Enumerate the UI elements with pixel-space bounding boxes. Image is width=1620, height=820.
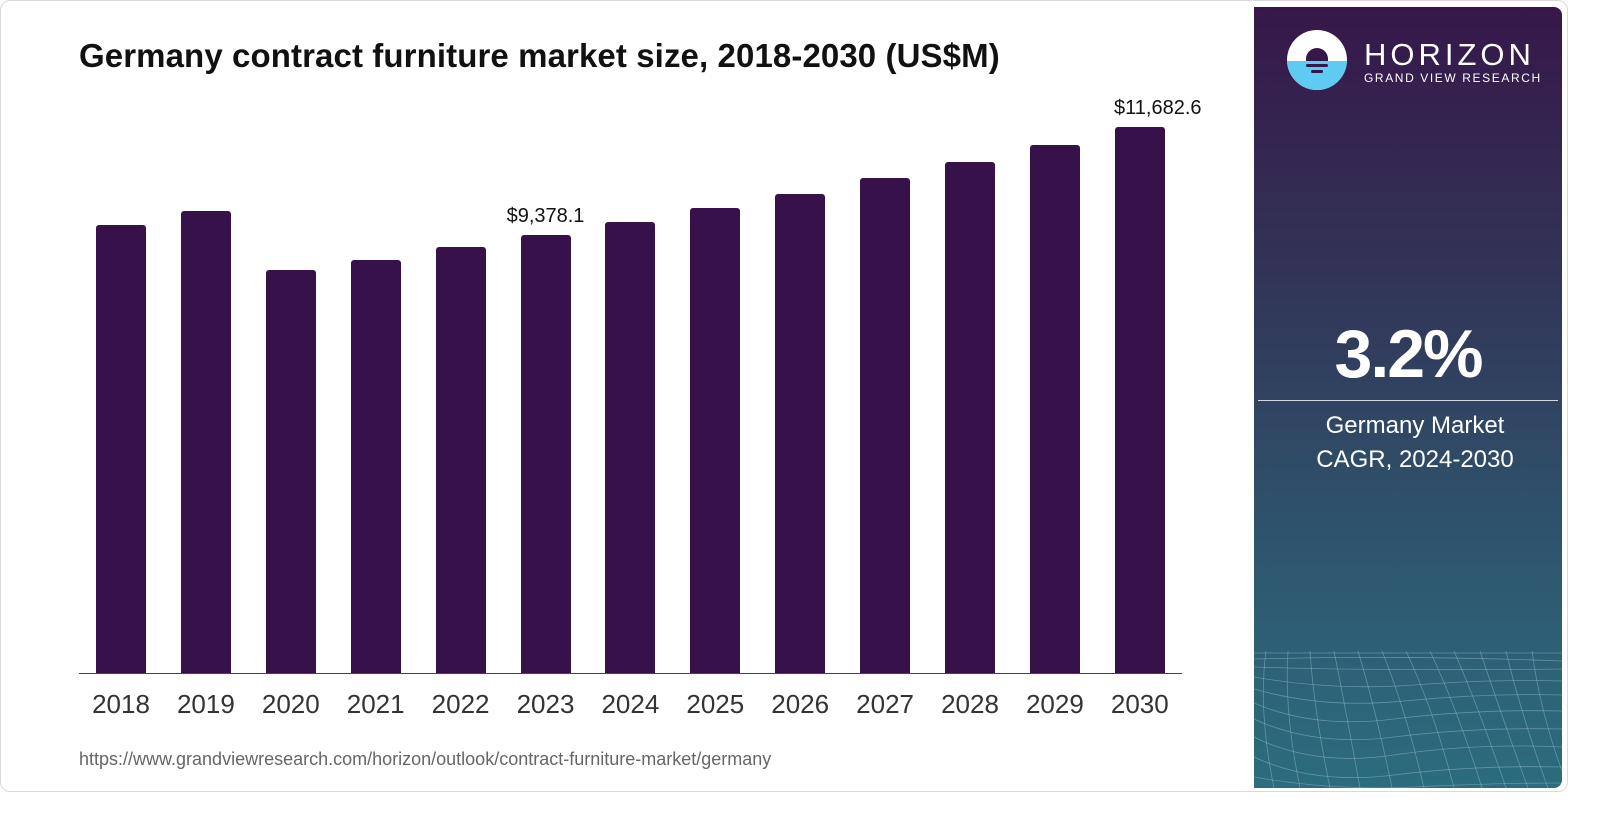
x-tick-2018: 2018	[92, 689, 150, 719]
x-tick-2022: 2022	[431, 689, 490, 719]
cagr-caption-line2: CAGR, 2024-2030	[1316, 446, 1514, 473]
chart-title: Germany contract furniture market size, …	[79, 37, 1000, 74]
bar-2029	[1029, 145, 1080, 674]
x-tick-2026: 2026	[771, 689, 830, 719]
x-tick-2024: 2024	[601, 689, 660, 719]
bar-2022	[435, 247, 486, 674]
horizon-logo-icon	[1287, 30, 1347, 90]
cagr-caption: Germany Market CAGR, 2024-2030	[1254, 409, 1562, 477]
x-tick-2021: 2021	[346, 689, 405, 719]
bar-2021	[350, 260, 401, 674]
bar-2028	[945, 162, 995, 674]
bar-2019	[180, 211, 231, 674]
bar-2027	[860, 178, 911, 674]
bar-2030	[1114, 127, 1165, 674]
cagr-caption-line1: Germany Market	[1325, 412, 1505, 439]
bar-2020	[265, 270, 316, 674]
sidebar-panel: HORIZON GRAND VIEW RESEARCH 3.2% Germany…	[1254, 7, 1562, 788]
x-axis-line	[79, 673, 1182, 674]
brand-name: HORIZON	[1364, 37, 1535, 72]
chart-card: Germany contract furniture market size, …	[0, 0, 1568, 792]
cagr-value: 3.2%	[1334, 316, 1484, 392]
x-tick-2023: 2023	[516, 689, 575, 719]
data-label-2030: $11,682.6	[1114, 97, 1202, 119]
x-tick-2020: 2020	[261, 689, 320, 719]
bar-2023	[520, 235, 571, 674]
x-tick-2030: 2030	[1110, 689, 1169, 719]
bar-2025	[690, 208, 741, 674]
bar-2024	[605, 222, 656, 674]
x-tick-2028: 2028	[941, 689, 999, 719]
brand-subtitle: GRAND VIEW RESEARCH	[1364, 71, 1542, 85]
bar-2018	[96, 225, 146, 674]
x-tick-2027: 2027	[856, 689, 915, 719]
x-tick-2029: 2029	[1025, 689, 1084, 719]
x-tick-2025: 2025	[686, 689, 745, 719]
source-url[interactable]: https://www.grandviewresearch.com/horizo…	[79, 749, 772, 769]
bar-2026	[775, 194, 826, 674]
bar-plot-area: $9,378.1 $11,682.6	[79, 91, 1202, 674]
data-label-2023: $9,378.1	[506, 205, 585, 227]
mesh-pattern-icon	[1254, 651, 1562, 788]
x-tick-2019: 2019	[176, 689, 235, 719]
divider	[1258, 400, 1558, 401]
